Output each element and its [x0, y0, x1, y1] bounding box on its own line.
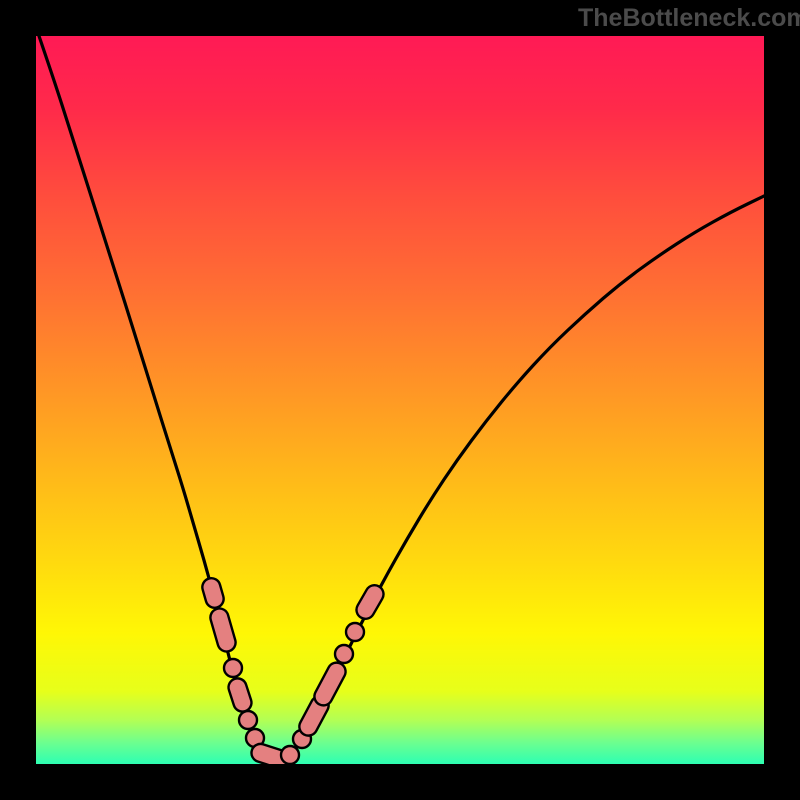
- marker-dot: [346, 623, 364, 641]
- gradient-background: [36, 36, 764, 764]
- chart-frame: TheBottleneck.com: [0, 0, 800, 800]
- marker-dot: [239, 711, 257, 729]
- marker-dot: [335, 645, 353, 663]
- plot-area: [36, 36, 764, 764]
- marker-dot: [281, 746, 299, 764]
- chart-svg: [36, 36, 764, 764]
- watermark-text: TheBottleneck.com: [578, 4, 800, 33]
- marker-dot: [224, 659, 242, 677]
